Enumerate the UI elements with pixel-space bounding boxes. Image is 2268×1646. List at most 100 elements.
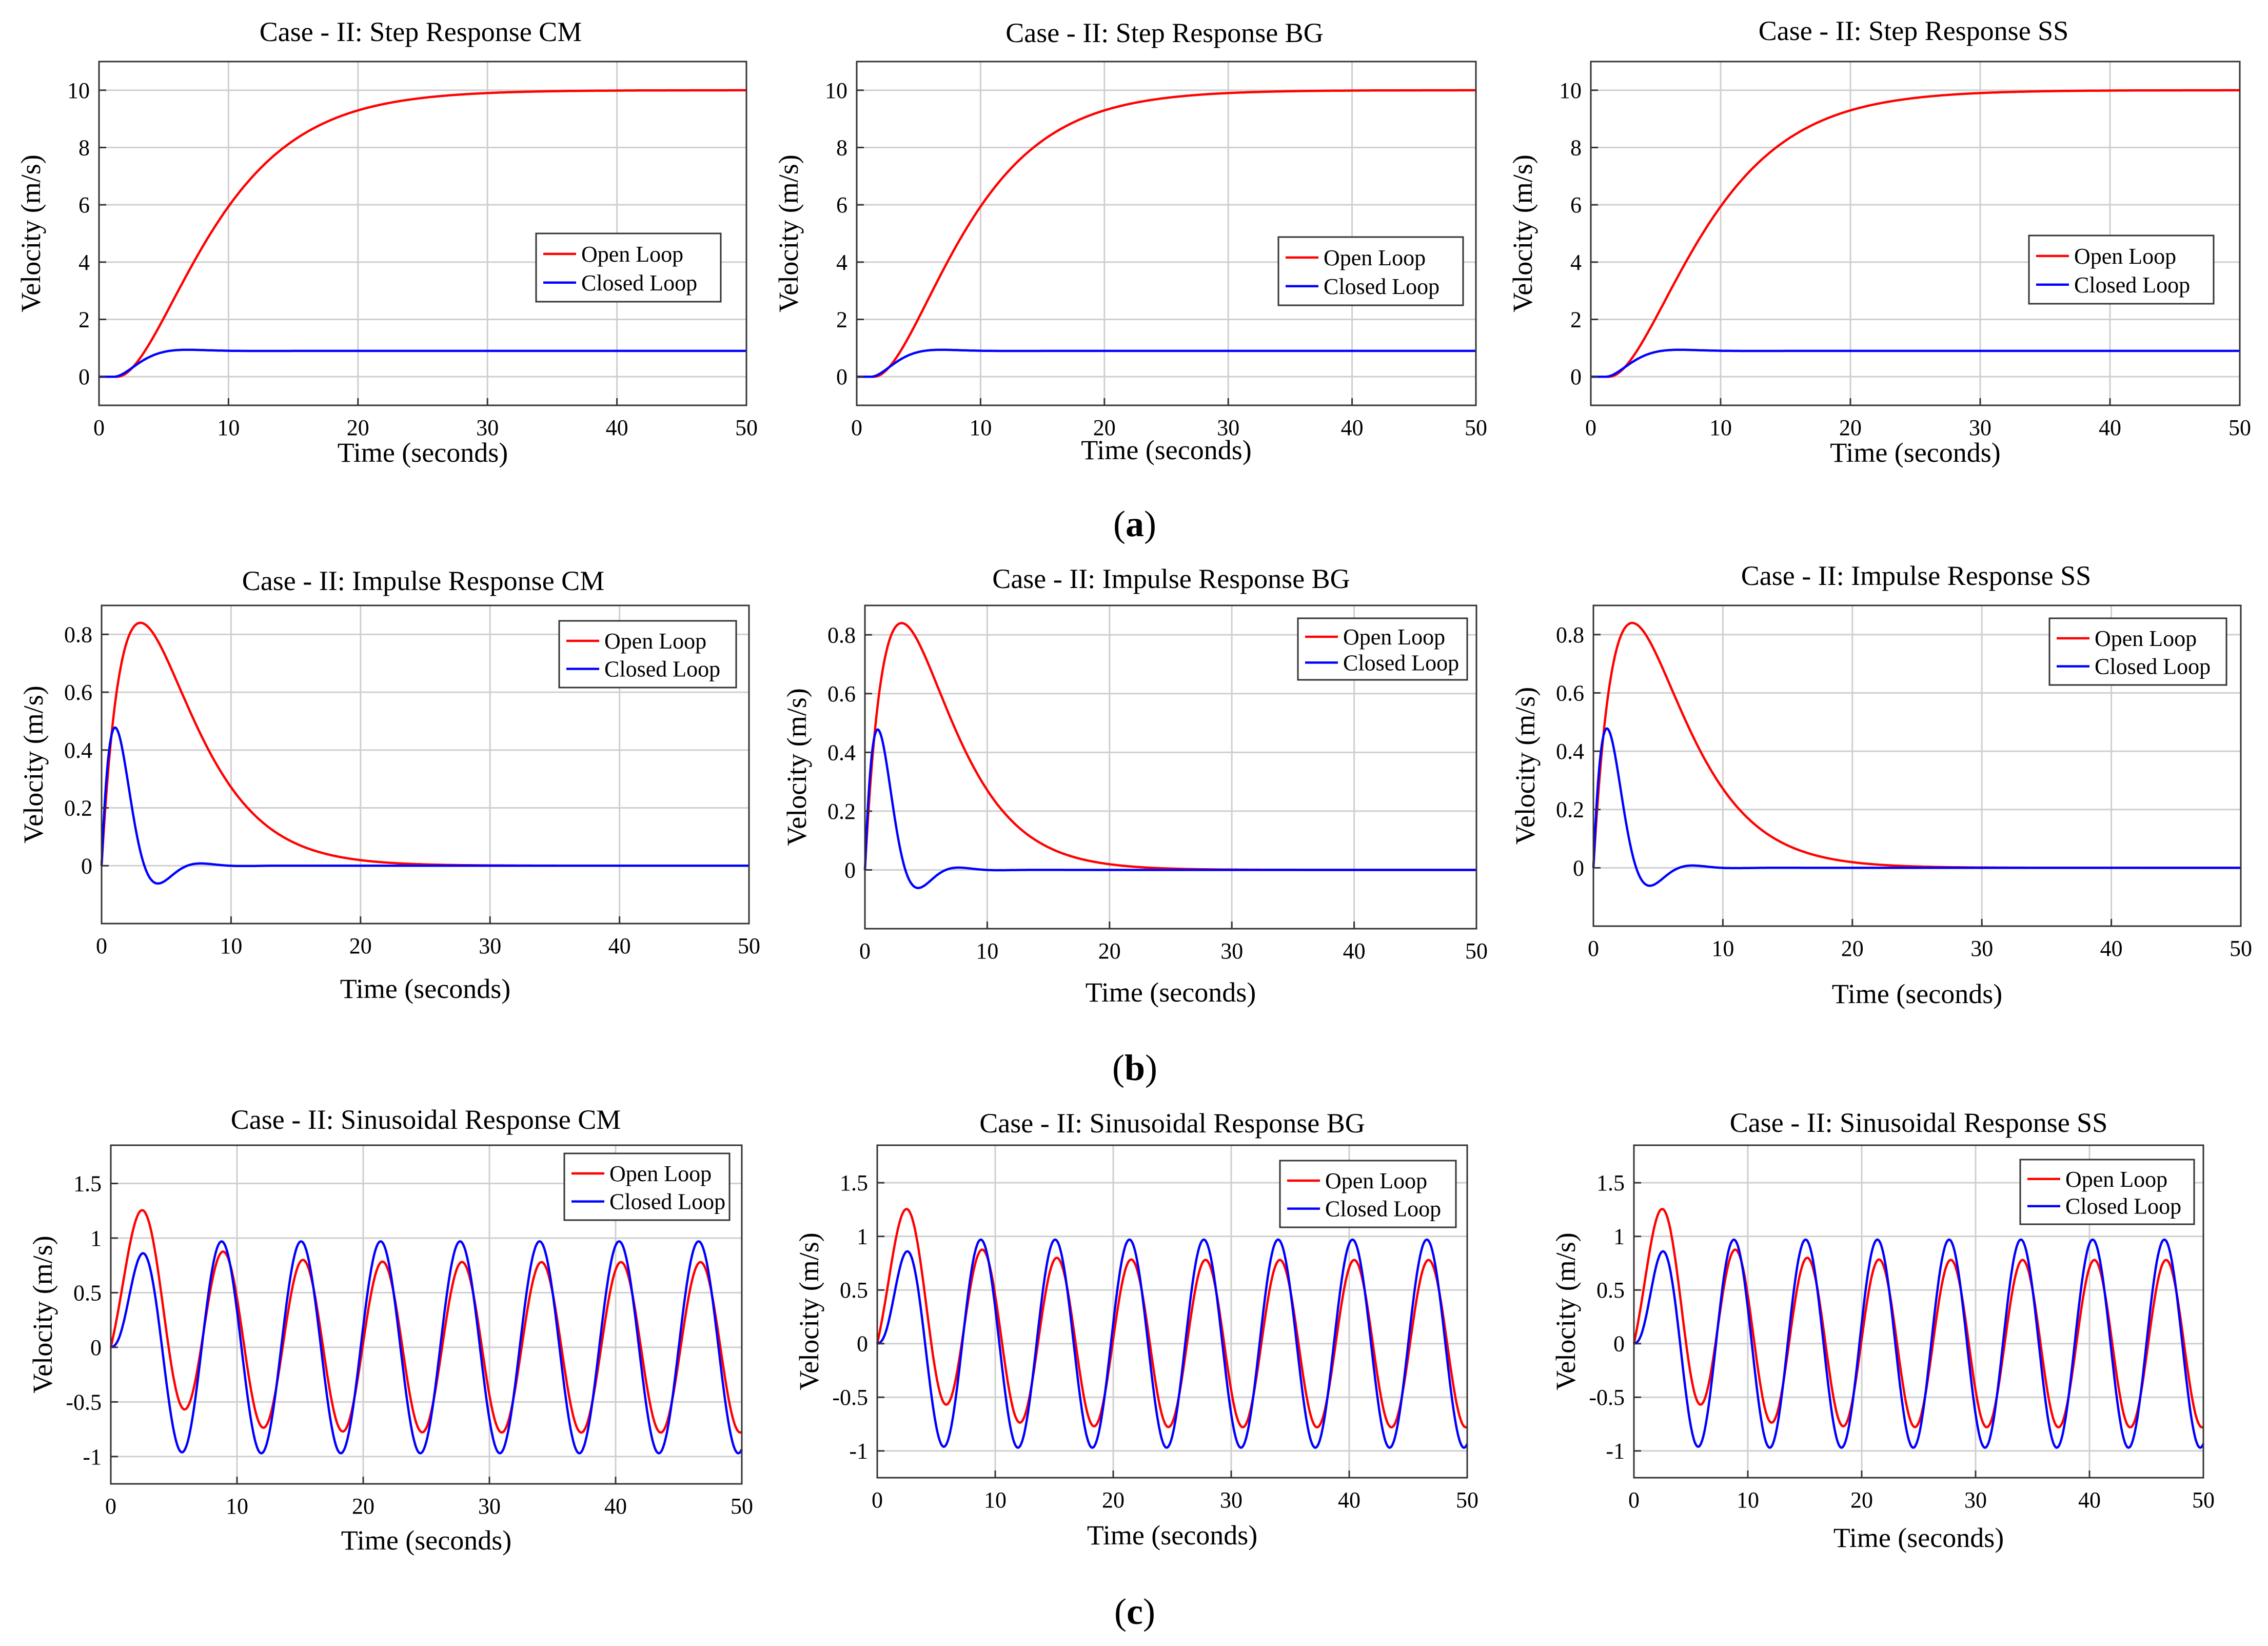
y-tick-label: 0 [81, 853, 92, 878]
caption-close-paren: ) [1145, 1047, 1157, 1088]
legend-box [535, 232, 722, 303]
chart-b3: 0 10 20 30 40 50 0 0.2 0.4 0.6 0.8 Case - II: Impul… [1510, 560, 2252, 1009]
y-tick-label: 4 [1570, 250, 1582, 275]
open-loop-line [1591, 89, 2240, 378]
x-axis-label: Time (seconds) [1830, 437, 2001, 468]
y-tick-label: 0.6 [1556, 680, 1584, 706]
y-tick-label: 0 [1613, 1331, 1625, 1357]
legend-label-closed-loop: Closed Loop [1324, 274, 1439, 299]
plot-frame [1590, 61, 2241, 406]
x-tick-label: 0 [1585, 415, 1596, 440]
y-tick-label: -1 [83, 1444, 102, 1469]
y-tick-label: 0.2 [64, 796, 92, 821]
legend-label-closed-loop: Closed Loop [2065, 1194, 2181, 1219]
x-axis-label: Time (seconds) [1081, 435, 1252, 465]
x-axis-label: Time (seconds) [338, 437, 508, 468]
x-tick-label: 20 [1098, 938, 1121, 964]
y-tick-label: 10 [67, 78, 90, 103]
y-axis-label: Velocity (m/s) [18, 685, 49, 843]
legend-label-open-loop: Open Loop [1343, 624, 1445, 650]
x-tick-label: 20 [1102, 1487, 1125, 1513]
y-tick-label: 0 [1570, 364, 1582, 389]
y-tick-label: -0.5 [1589, 1385, 1625, 1410]
closed-loop-line [1633, 1238, 2205, 1449]
legend-box [563, 1152, 731, 1221]
x-tick-label: 40 [608, 933, 631, 958]
legend-box [1297, 617, 1468, 681]
chart-a2: 0 10 20 30 40 50 0 2 4 6 8 10 Case - II: Step Respon… [773, 17, 1487, 465]
x-tick-label: 20 [1850, 1487, 1873, 1513]
legend-label-closed-loop: Closed Loop [2095, 654, 2211, 679]
caption-b: (b) [1112, 1047, 1157, 1088]
x-tick-label: 0 [859, 938, 871, 964]
plot-frame [856, 61, 1477, 406]
legend-box [1279, 1160, 1457, 1228]
legend-box [558, 620, 737, 689]
y-tick-label: 2 [836, 307, 847, 332]
x-tick-label: 30 [1970, 936, 1993, 961]
y-tick-label: 0.4 [827, 740, 856, 765]
x-tick-label: 10 [984, 1487, 1007, 1513]
y-tick-label: 6 [1570, 192, 1582, 218]
y-tick-label: 0.5 [1596, 1278, 1625, 1303]
y-tick-label: -0.5 [832, 1385, 868, 1410]
x-tick-label: 0 [1628, 1487, 1640, 1513]
y-axis-label: Velocity (m/s) [794, 1232, 824, 1390]
x-tick-label: 50 [2230, 936, 2252, 961]
y-tick-label: 0.5 [73, 1280, 102, 1305]
y-tick-label: 4 [78, 250, 90, 275]
x-tick-label: 50 [738, 933, 760, 958]
y-tick-label: -1 [849, 1439, 868, 1464]
y-tick-label: 8 [78, 135, 90, 161]
x-tick-label: 30 [1217, 415, 1239, 440]
plot-frame [110, 1144, 743, 1485]
plot-frame [864, 604, 1477, 930]
caption-open-paren: ( [1113, 503, 1126, 544]
y-axis-label: Velocity (m/s) [15, 154, 46, 312]
plot-frame [876, 1144, 1468, 1479]
legend-label-closed-loop: Closed Loop [1343, 650, 1459, 675]
chart-b2: 0 10 20 30 40 50 0 0.2 0.4 0.6 0.8 Case - II: Impul… [781, 563, 1488, 1008]
closed-loop-line [1591, 348, 2240, 378]
y-tick-label: 0 [857, 1331, 868, 1357]
y-tick-label: 0 [844, 857, 856, 883]
x-tick-label: 10 [969, 415, 992, 440]
x-axis-label: Time (seconds) [340, 973, 511, 1004]
y-axis-label: Velocity (m/s) [1550, 1232, 1581, 1390]
y-tick-label: 0 [836, 364, 847, 389]
x-tick-label: 20 [349, 933, 372, 958]
y-axis-label: Velocity (m/s) [27, 1236, 58, 1393]
y-tick-label: 0.8 [64, 622, 92, 647]
y-tick-label: 6 [78, 192, 90, 218]
x-axis-label: Time (seconds) [1833, 1522, 2004, 1553]
legend-label-open-loop: Open Loop [581, 242, 683, 267]
x-tick-label: 10 [220, 933, 242, 958]
x-axis-label: Time (seconds) [1832, 978, 2003, 1009]
x-tick-label: 10 [976, 938, 998, 964]
chart-c1: 0 10 20 30 40 50 -1 -0.5 0 0.5 1 1.5 Case - II: Sinu… [27, 1104, 753, 1556]
legend: Open Loop Closed Loop [535, 232, 722, 303]
chart-title: Case - II: Sinusoidal Response SS [1730, 1107, 2108, 1138]
x-tick-label: 30 [1964, 1487, 1987, 1513]
closed-loop-line [100, 726, 749, 885]
x-tick-label: 50 [731, 1494, 753, 1519]
x-tick-label: 30 [479, 933, 501, 958]
x-tick-label: 40 [2100, 936, 2123, 961]
chart-title: Case - II: Sinusoidal Response CM [231, 1104, 621, 1135]
closed-loop-line [857, 348, 1476, 378]
x-tick-label: 40 [1343, 938, 1366, 964]
y-tick-label: 2 [1570, 307, 1582, 332]
x-tick-label: 40 [2078, 1487, 2101, 1513]
y-tick-label: 10 [1559, 78, 1582, 103]
x-axis-label: Time (seconds) [1086, 977, 1256, 1008]
x-tick-label: 50 [735, 415, 758, 440]
plot-frame [1592, 604, 2242, 927]
legend-label-closed-loop: Closed Loop [581, 270, 697, 296]
y-tick-label: 10 [825, 78, 847, 103]
